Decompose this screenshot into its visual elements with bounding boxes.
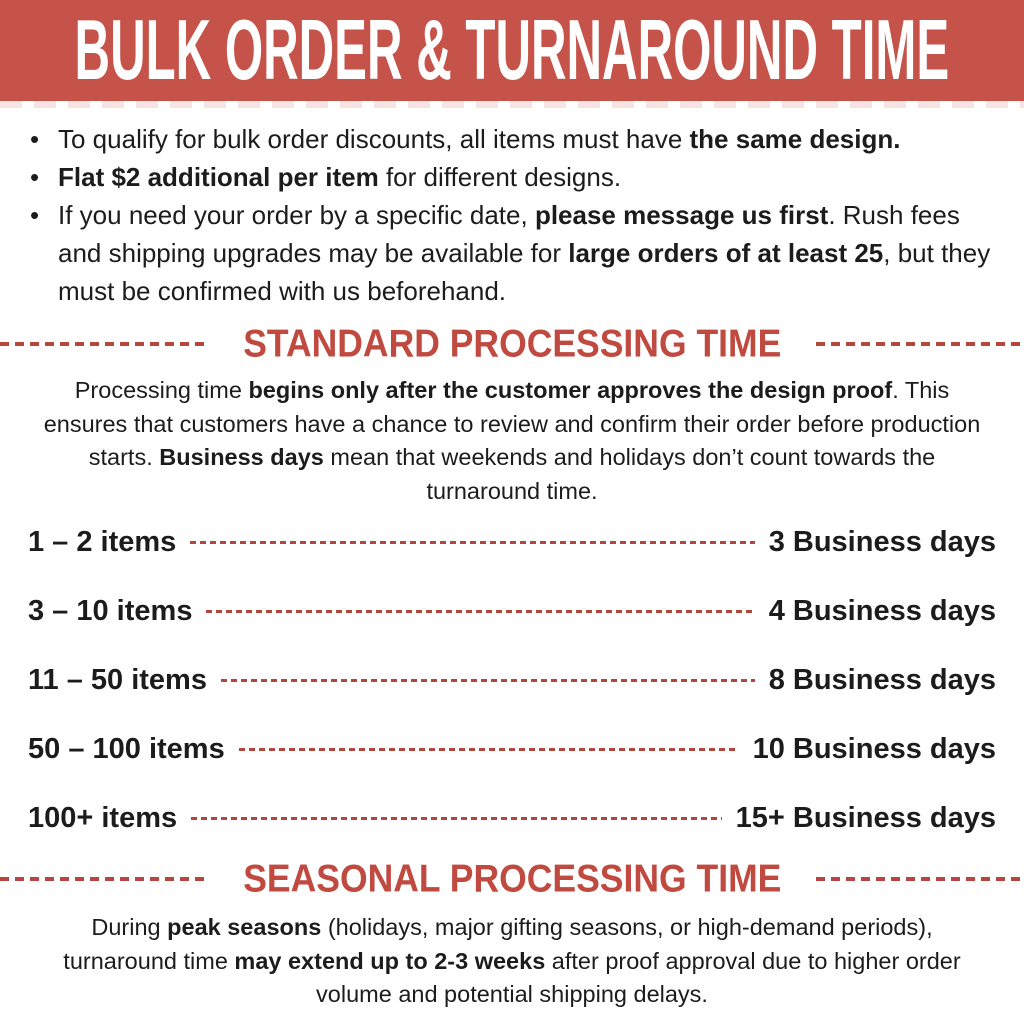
list-item: • If you need your order by a specific d… [30,196,1006,310]
table-row: 3 – 10 items 4 Business days [28,577,996,646]
row-days-label: 10 Business days [752,733,996,765]
list-item: • Flat $2 additional per item for differ… [30,158,1006,196]
banner-fade-divider [0,101,1024,108]
row-days-label: 3 Business days [768,526,996,558]
bullet-list: • To qualify for bulk order discounts, a… [30,120,1006,310]
bullet-text: Flat $2 additional per item for differen… [58,162,622,192]
table-row: 100+ items 15+ Business days [28,784,996,853]
row-days-label: 8 Business days [768,664,996,696]
dotted-leader [206,610,755,613]
dash-line-right [816,342,1024,346]
row-range-label: 1 – 2 items [28,526,177,558]
bullet-text: To qualify for bulk order discounts, all… [58,124,901,154]
row-range-label: 11 – 50 items [28,664,207,696]
row-days-label: 15+ Business days [735,802,996,834]
standard-intro-paragraph: Processing time begins only after the cu… [43,377,981,504]
page-title: BULK ORDER & TURNAROUND TIME [74,2,950,98]
list-item: • To qualify for bulk order discounts, a… [30,120,1006,158]
seasonal-section-heading-row: SEASONAL PROCESSING TIME [0,857,1024,901]
table-row: 11 – 50 items 8 Business days [28,646,996,715]
seasonal-paragraph: During peak seasons (holidays, major gif… [63,914,961,1007]
dash-line-left [0,877,208,881]
row-days-label: 4 Business days [768,595,996,627]
bullet-dot-icon: • [30,124,40,154]
dotted-leader [220,679,755,682]
bullet-dot-icon: • [30,200,40,230]
table-row: 50 – 100 items 10 Business days [28,715,996,784]
turnaround-table: 1 – 2 items 3 Business days 3 – 10 items… [28,508,996,853]
dotted-leader [191,817,722,820]
bullet-dot-icon: • [30,162,40,192]
standard-section-heading: STANDARD PROCESSING TIME [242,322,782,365]
dash-line-left [0,342,208,346]
row-range-label: 100+ items [28,802,178,834]
dotted-leader [238,748,739,751]
banner: BULK ORDER & TURNAROUND TIME [0,0,1024,101]
dotted-leader [190,541,755,544]
standard-section-heading-row: STANDARD PROCESSING TIME [0,322,1024,366]
table-row: 1 – 2 items 3 Business days [28,508,996,577]
row-range-label: 3 – 10 items [28,595,193,627]
dash-line-right [816,877,1024,881]
bullet-text: If you need your order by a specific dat… [58,200,991,306]
row-range-label: 50 – 100 items [28,733,225,765]
seasonal-section-heading: SEASONAL PROCESSING TIME [242,857,782,900]
